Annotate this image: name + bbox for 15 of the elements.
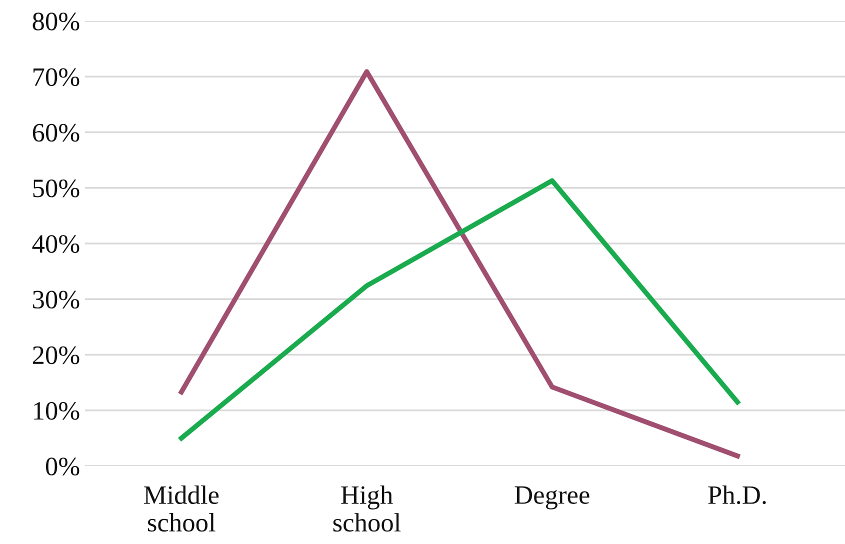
y-tick-label: 20% [32, 346, 80, 364]
y-tick-label: 40% [32, 235, 80, 253]
x-tick-label: Degree [514, 486, 590, 510]
line-series [178, 178, 740, 441]
x-tick-label: Middle school [144, 485, 219, 532]
y-tick-label: 0% [46, 458, 80, 476]
y-tick-label: 10% [34, 402, 80, 420]
y-tick-label: 80% [32, 12, 80, 30]
x-tick-label: High school [333, 485, 401, 532]
y-tick-label: 60% [32, 124, 80, 142]
y-tick-label: 70% [34, 68, 80, 86]
y-tick-label: 30% [33, 290, 80, 309]
x-tick-label: Ph.D. [708, 485, 766, 504]
line-series [178, 69, 740, 458]
y-tick-label: 50% [33, 179, 80, 198]
